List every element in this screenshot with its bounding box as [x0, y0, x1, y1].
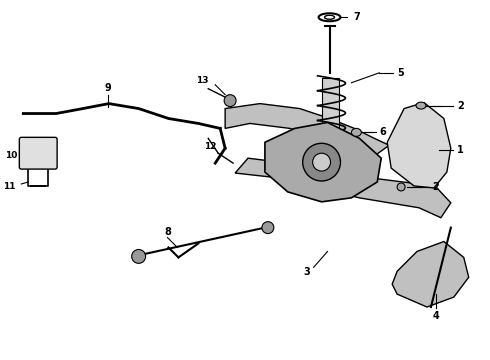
- Ellipse shape: [416, 102, 426, 109]
- Ellipse shape: [303, 143, 341, 181]
- Circle shape: [262, 222, 274, 234]
- Text: 8: 8: [164, 226, 171, 237]
- Text: 1: 1: [457, 145, 464, 155]
- Polygon shape: [387, 103, 451, 188]
- Ellipse shape: [313, 153, 331, 171]
- Bar: [321, 78, 340, 182]
- Polygon shape: [265, 122, 381, 202]
- FancyBboxPatch shape: [19, 137, 57, 169]
- Polygon shape: [225, 104, 389, 158]
- Text: 13: 13: [196, 76, 209, 85]
- Ellipse shape: [351, 129, 361, 136]
- Circle shape: [224, 95, 236, 107]
- Text: 4: 4: [433, 311, 440, 321]
- Circle shape: [132, 249, 146, 264]
- Text: 6: 6: [380, 127, 387, 138]
- Text: 11: 11: [3, 183, 16, 192]
- Text: 10: 10: [5, 151, 18, 160]
- Text: 2: 2: [457, 100, 464, 111]
- Polygon shape: [392, 242, 469, 307]
- Text: 5: 5: [398, 68, 404, 78]
- Polygon shape: [235, 158, 451, 218]
- Text: 3: 3: [303, 267, 310, 277]
- Ellipse shape: [397, 183, 405, 191]
- Text: 2: 2: [433, 182, 440, 192]
- Text: 9: 9: [104, 83, 111, 93]
- Text: 12: 12: [204, 142, 217, 151]
- Text: 7: 7: [353, 12, 360, 22]
